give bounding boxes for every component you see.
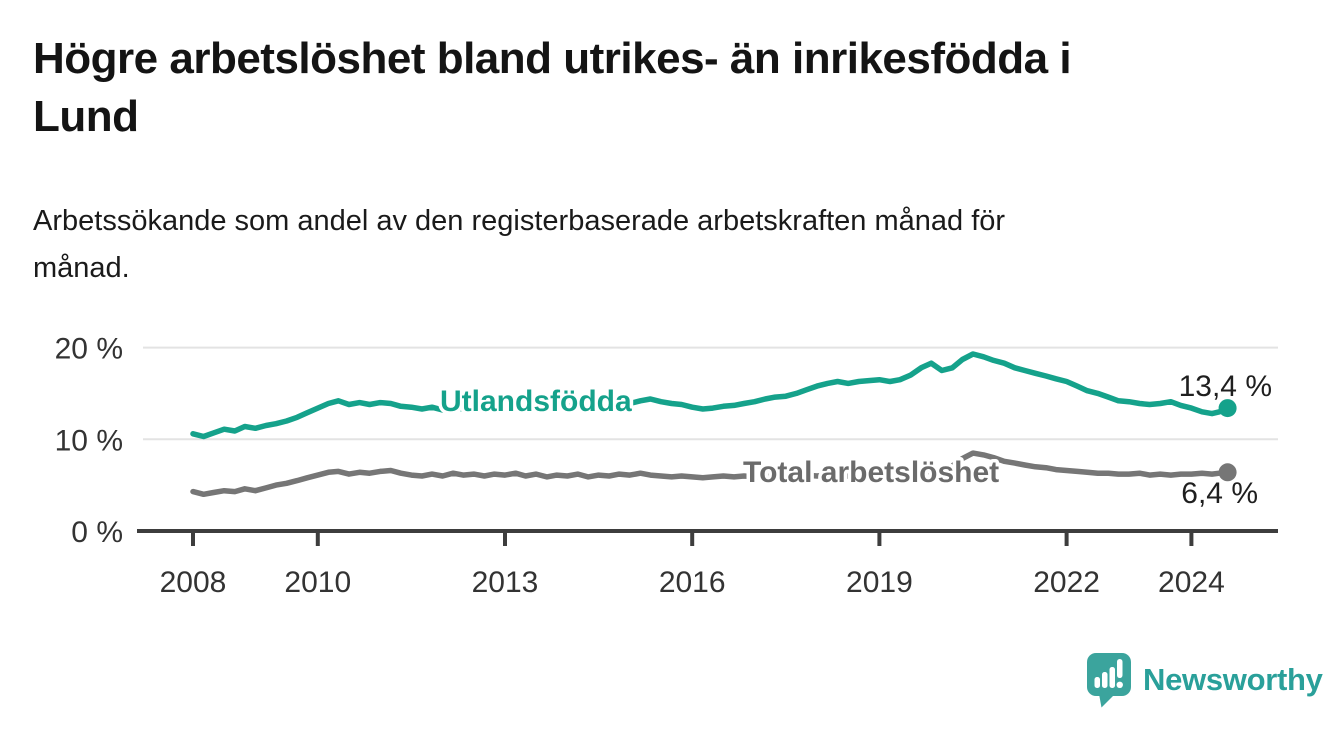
x-tick-label-2010: 2010 — [284, 566, 351, 599]
line-chart: 2008 2010 2013 2016 2019 2022 2024 0 % 10 % 20 % U… — [0, 320, 1340, 615]
series-label-utlandsfodda: Utlandsfödda — [440, 385, 632, 418]
x-tick-label-2008: 2008 — [160, 566, 227, 599]
x-tick-label-2019: 2019 — [846, 566, 913, 599]
series-label-total: Total arbetslöshet — [743, 456, 999, 489]
chart-subtitle-line-1: Arbetssökande som andel av den registerb… — [33, 205, 1006, 237]
newsworthy-bubble-chart-icon — [1087, 653, 1131, 708]
y-tick-label-0: 0 % — [71, 516, 123, 549]
y-tick-label-10: 10 % — [55, 424, 123, 457]
unemployment-line-chart-svg: 2008 2010 2013 2016 2019 2022 2024 0 % 10 % 20 % U… — [55, 333, 1278, 599]
page-title-line-2: Lund — [33, 92, 139, 141]
chart-subtitle: Arbetssökande som andel av den registerb… — [33, 198, 1253, 292]
x-tick-label-2022: 2022 — [1033, 566, 1100, 599]
series-line-total — [190, 450, 1231, 498]
page-title: Högre arbetslöshet bland utrikes- än inr… — [33, 30, 1293, 146]
series-line-utlandsfodda — [190, 351, 1231, 440]
newsworthy-logo: Newsworthy — [1086, 652, 1323, 708]
series-end-dot-utlandsfodda — [1218, 399, 1237, 418]
newsworthy-logo-text: Newsworthy — [1143, 662, 1323, 697]
x-tick-label-2016: 2016 — [659, 566, 726, 599]
end-value-label-utlandsfodda: 13,4 % — [1179, 370, 1272, 403]
page-title-line-1: Högre arbetslöshet bland utrikes- än inr… — [33, 34, 1072, 83]
chart-subtitle-line-2: månad. — [33, 252, 130, 284]
end-value-label-total: 6,4 % — [1181, 477, 1258, 510]
series-end-dot-total — [1218, 463, 1237, 482]
x-tick-label-2024: 2024 — [1158, 566, 1225, 599]
y-tick-label-20: 20 % — [55, 333, 123, 366]
x-tick-label-2013: 2013 — [472, 566, 539, 599]
